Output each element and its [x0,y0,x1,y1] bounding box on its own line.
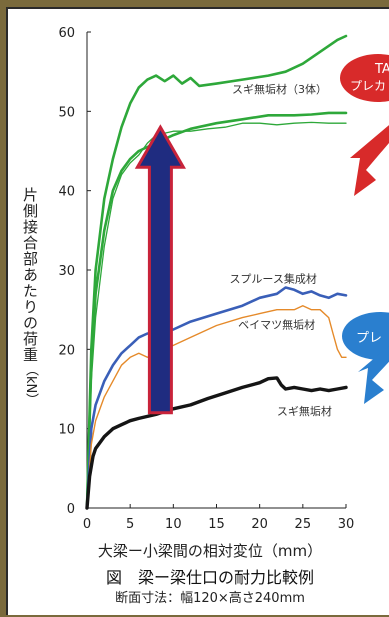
figure-caption: 図 梁ー梁仕口の耐力比較例 [105,568,314,587]
y-axis-label-text: 片側接合部あたりの荷重 [21,187,39,363]
y-tick-label: 50 [58,105,75,120]
series-annotation-1: スギ無垢材（3体） [232,82,327,96]
x-tick-label: 30 [338,517,355,532]
x-axis-label: 大梁ー小梁間の相対変位（mm） [97,542,323,560]
section-size-note: 断面寸法：幅120×高さ240mm [115,591,305,606]
y-tick-label: 0 [67,502,75,517]
series-line-4 [85,286,348,510]
callout-bubble-1: TA プレカ [340,54,389,196]
x-tick-label: 5 [126,517,134,532]
x-tick-label: 15 [208,517,225,532]
callout-subtext: プレ [356,331,382,346]
callout-bubble-2: プレ [342,312,389,404]
x-tick-label: 0 [83,517,91,532]
series-line-6 [85,376,348,510]
x-tick-label: 25 [295,517,312,532]
series-line-1 [85,34,348,510]
series-annotation-4: スギ無垢材 [277,404,332,418]
callout-blue-arrow [358,345,389,404]
y-tick-label: 40 [58,185,75,200]
y-axis-unit: （kN） [23,363,38,407]
big-up-arrow [134,124,186,415]
callout-subtext: プレカ [350,79,386,93]
callout-text: TA [374,62,389,77]
series-line-3 [86,121,347,509]
y-axis-label: 片側接合部あたりの荷重（kN） [20,187,41,406]
series-line-5 [86,305,347,509]
x-tick-label: 10 [165,517,182,532]
callout-red-arrow [350,125,389,196]
series-annotation-2: スプルース集成材 [229,272,316,286]
x-tick-label: 20 [251,517,268,532]
figure-panel: 片側接合部あたりの荷重（kN） [6,7,389,615]
y-tick-label: 20 [58,343,75,358]
y-tick-label: 10 [58,423,75,438]
callout-ellipse [342,312,389,360]
y-tick-label: 30 [58,264,75,279]
series-line-2 [85,111,348,510]
series-annotation-3: ベイマツ無垢材 [238,318,315,332]
y-tick-label: 60 [58,26,75,41]
callout-ellipse [340,54,389,102]
